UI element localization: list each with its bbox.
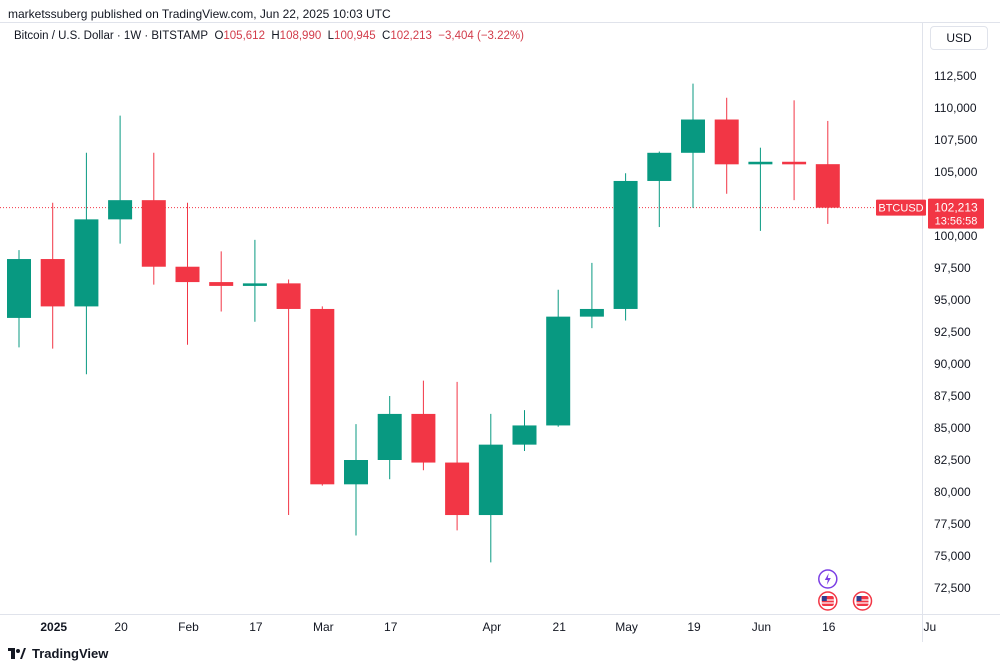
candle-body	[512, 425, 537, 445]
symbol-title: Bitcoin / U.S. Dollar · 1W · BITSTAMP	[14, 30, 209, 42]
candle-body	[579, 308, 604, 317]
y-tick-label: 82,500	[934, 453, 971, 467]
y-tick-label: 95,000	[934, 293, 971, 307]
currency-button[interactable]: USD	[930, 26, 988, 50]
open-value: 105,612	[223, 30, 265, 42]
x-tick-label: 16	[822, 620, 836, 634]
candle-body	[108, 200, 133, 220]
y-tick-label: 75,000	[934, 549, 971, 563]
lightning-bolt-shape	[824, 573, 831, 585]
y-tick-label: 77,500	[934, 517, 971, 531]
y-tick-label: 112,500	[934, 69, 977, 83]
y-tick-label: 80,000	[934, 485, 971, 499]
y-tick-label: 105,000	[934, 165, 978, 179]
symbol-tag	[876, 199, 926, 216]
footer-brand-text: TradingView	[32, 646, 109, 661]
x-tick-label: 21	[553, 620, 567, 634]
flag-canton-shape	[821, 596, 827, 601]
candle-body	[276, 283, 301, 309]
candle-body	[445, 462, 470, 516]
candle-body	[748, 161, 773, 165]
candle-body	[209, 282, 234, 286]
candle-body	[242, 283, 267, 286]
high-label: H	[271, 30, 280, 42]
y-tick-label: 85,000	[934, 421, 971, 435]
y-tick-label: 100,000	[934, 229, 978, 243]
low-label: L	[327, 30, 335, 42]
symbol-tag-text: BTCUSD	[878, 203, 923, 215]
close-label: C	[382, 30, 391, 42]
candle-body	[175, 266, 200, 283]
change-value: −3,404 (−3.22%)	[438, 30, 524, 42]
x-tick-label: Jun	[752, 620, 771, 634]
x-tick-label: 17	[384, 620, 398, 634]
last-price-tag	[928, 198, 984, 229]
open-label: O	[214, 30, 224, 42]
footer-branding: TradingView	[8, 646, 108, 661]
close-value: 102,213	[390, 30, 432, 42]
tradingview-logo-icon	[8, 647, 26, 659]
x-tick-label: Mar	[313, 620, 334, 634]
candle-body	[782, 161, 807, 165]
candle-body	[7, 259, 31, 318]
x-tick-label: 19	[687, 620, 701, 634]
candle-body	[647, 152, 672, 181]
x-tick-label: 17	[249, 620, 263, 634]
candle-body	[344, 460, 368, 485]
x-tick-label: Ju	[924, 620, 937, 634]
last-price-text: 102,213	[934, 201, 978, 215]
candle-body	[411, 413, 436, 463]
countdown-text: 13:56:58	[935, 216, 978, 228]
x-tick-label: Apr	[482, 620, 501, 634]
y-tick-label: 107,500	[934, 133, 978, 147]
candle-body	[613, 180, 638, 309]
y-tick-label: 92,500	[934, 325, 971, 339]
publish-info: marketssuberg published on TradingView.c…	[8, 7, 391, 21]
candle-body	[478, 444, 503, 516]
low-value: 100,945	[334, 30, 376, 42]
candle-body	[377, 413, 402, 460]
candle-body	[74, 219, 99, 307]
flag-canton-shape	[856, 596, 862, 601]
candle-body	[681, 119, 705, 153]
y-tick-label: 87,500	[934, 389, 971, 403]
y-tick-label: 97,500	[934, 261, 971, 275]
candle-body	[815, 164, 840, 208]
x-tick-label: 20	[114, 620, 128, 634]
candle-body	[546, 316, 571, 426]
y-tick-label: 72,500	[934, 581, 971, 595]
y-tick-label: 110,000	[934, 101, 977, 115]
high-value: 108,990	[279, 30, 322, 42]
candle-body	[714, 119, 739, 165]
candle-body	[40, 259, 65, 307]
symbol-legend: Bitcoin / U.S. Dollar · 1W · BITSTAMP O1…	[14, 30, 524, 42]
x-tick-label: May	[615, 620, 638, 634]
x-tick-label: 2025	[40, 620, 67, 634]
y-tick-label: 90,000	[934, 357, 971, 371]
x-tick-label: Feb	[178, 620, 199, 634]
candle-body	[310, 308, 335, 485]
candle-body	[141, 200, 166, 267]
